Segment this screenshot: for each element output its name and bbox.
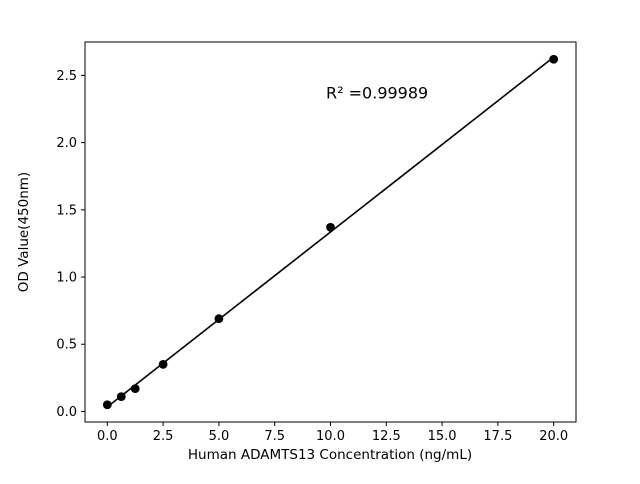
- y-tick-label: 0.0: [56, 405, 77, 420]
- fit-line: [106, 56, 555, 408]
- plot-area: 0.0 2.5 5.0 7.5 10.0 12.5 15.0 17.5 20.0 0.0 0.5 1.…: [56, 41, 577, 444]
- data-point: [130, 384, 140, 393]
- y-tick-label: 1.0: [56, 271, 77, 286]
- y-tick-label: 1.5: [56, 203, 77, 218]
- data-point: [158, 360, 168, 369]
- x-tick-label: 17.5: [483, 429, 512, 444]
- x-tick-label: 20.0: [539, 429, 568, 444]
- r-squared-annotation: R² =0.99989: [326, 83, 428, 102]
- y-tick-label: 2.5: [56, 69, 77, 84]
- y-axis-label: OD Value(450nm): [16, 172, 32, 292]
- data-point: [549, 54, 559, 64]
- y-tick-label: 2.0: [56, 136, 77, 151]
- x-tick-label: 2.5: [153, 429, 174, 444]
- x-tick-label: 0.0: [97, 429, 118, 444]
- x-tick-label: 15.0: [428, 429, 457, 444]
- x-axis-label: Human ADAMTS13 Concentration (ng/mL): [188, 447, 472, 463]
- x-tick-label: 12.5: [372, 429, 401, 444]
- x-tick-label: 5.0: [209, 429, 230, 444]
- data-point: [326, 222, 335, 232]
- x-tick-label: 7.5: [264, 429, 285, 444]
- y-tick-label: 0.5: [56, 338, 77, 353]
- data-point: [214, 314, 224, 324]
- data-point: [102, 400, 112, 410]
- data-point: [116, 392, 126, 402]
- x-tick-label: 10.0: [316, 429, 345, 444]
